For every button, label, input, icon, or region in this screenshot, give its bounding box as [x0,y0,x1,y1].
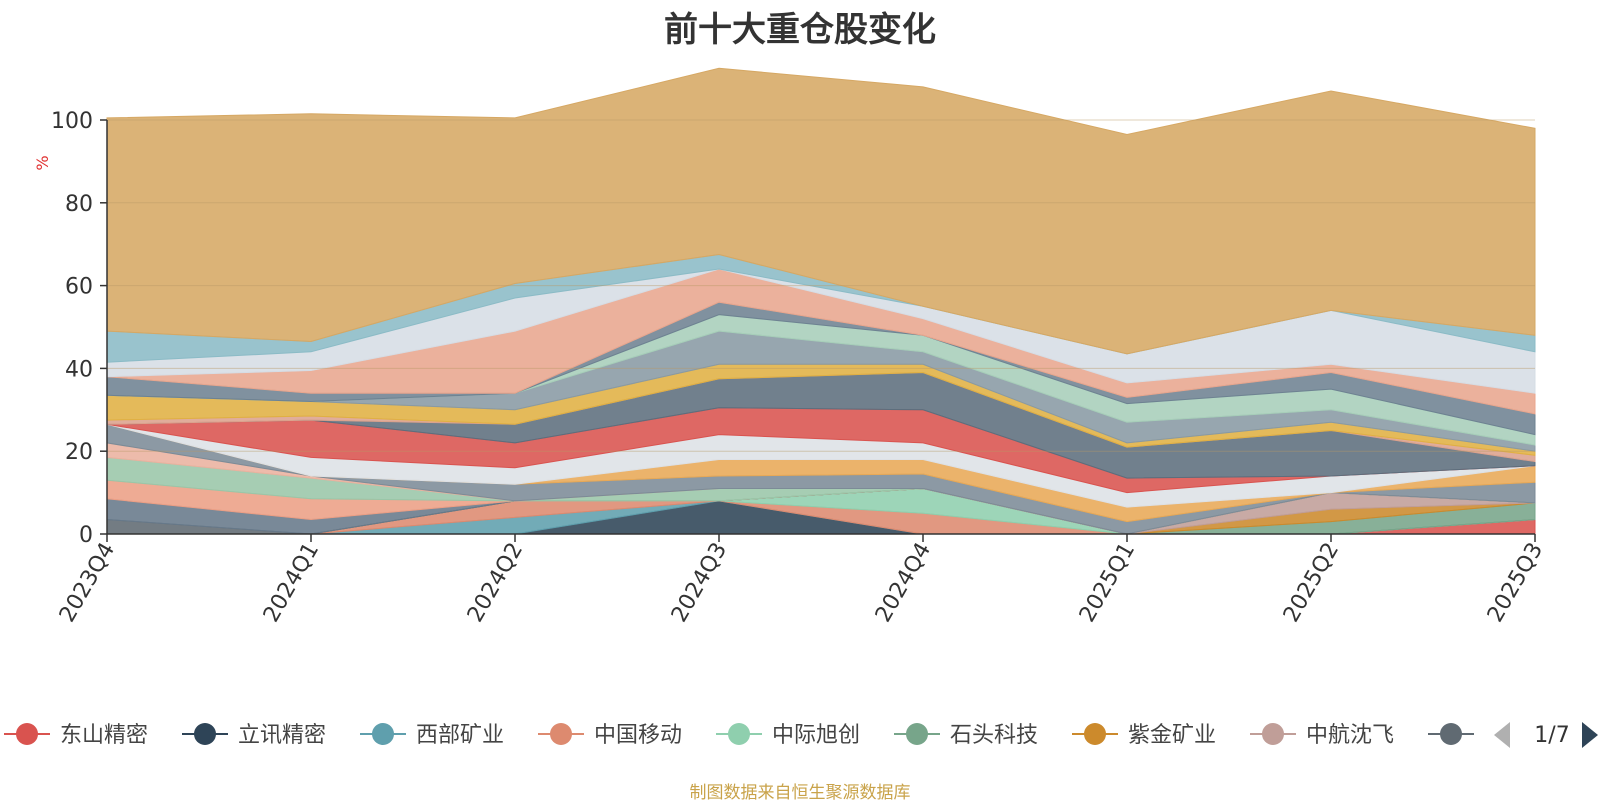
legend-label: 东山精密 [60,723,148,748]
x-tick-label: 2024Q2 [463,539,528,627]
legend-item[interactable]: 东山精密 [4,723,148,748]
y-axis-label: % [33,155,52,170]
legend-label: 中国移动 [594,723,682,748]
legend-swatch-dot [1440,723,1462,745]
legend-item[interactable]: 中航沈飞 [1250,723,1394,748]
legend-item[interactable]: 石头科技 [894,723,1038,748]
grid-lines [107,119,1535,452]
area-band-17 [106,67,1536,355]
legend-item[interactable]: 立讯精密 [182,723,326,748]
data-source-note: 制图数据来自恒生聚源数据库 [689,783,911,803]
legend-swatch-dot [16,723,38,745]
legend-swatch-dot [728,723,750,745]
legend-swatch-dot [194,723,216,745]
legend-swatch-dot [1084,723,1106,745]
legend-item[interactable]: 中国移动 [538,723,682,748]
legend-item[interactable]: 中际旭创 [716,723,860,748]
y-tick-label: 100 [51,109,93,134]
area-layers [106,67,1536,535]
x-tick-label: 2024Q3 [667,539,732,627]
x-tick-label: 2025Q1 [1075,539,1140,627]
y-tick-label: 0 [79,523,93,548]
legend-label: 石头科技 [950,723,1038,748]
legend-label: 立讯精密 [238,723,326,748]
y-tick-label: 40 [65,357,93,382]
y-tick-label: 80 [65,192,93,217]
legend-label: 紫金矿业 [1128,723,1216,748]
x-tick-label: 2024Q1 [259,539,324,627]
x-tick-label: 2025Q2 [1279,539,1344,627]
legend-swatch-dot [372,723,394,745]
y-tick-label: 20 [65,440,93,465]
legend-label: 西部矿业 [416,723,504,748]
legend-swatch-dot [1262,723,1284,745]
legend-item[interactable]: 西部矿业 [360,723,504,748]
legend-label: 中航沈飞 [1306,723,1394,748]
y-tick-label: 60 [65,275,93,300]
x-tick-label: 2023Q4 [55,539,120,627]
legend-swatch-dot [550,723,572,745]
legend-item[interactable]: 紫金矿业 [1072,723,1216,748]
legend-swatch-dot [906,723,928,745]
prev-page-icon[interactable] [1494,722,1510,748]
legend: 东山精密立讯精密西部矿业中国移动中际旭创石头科技紫金矿业中航沈飞氵1/7 [4,708,1600,762]
next-page-icon[interactable] [1582,722,1598,748]
legend-page-indicator: 1/7 [1534,723,1569,748]
legend-label: 中际旭创 [772,723,860,748]
chart-title: 前十大重仓股变化 [664,10,936,50]
x-tick-label: 2025Q3 [1483,539,1548,627]
x-tick-label: 2024Q4 [871,539,936,627]
